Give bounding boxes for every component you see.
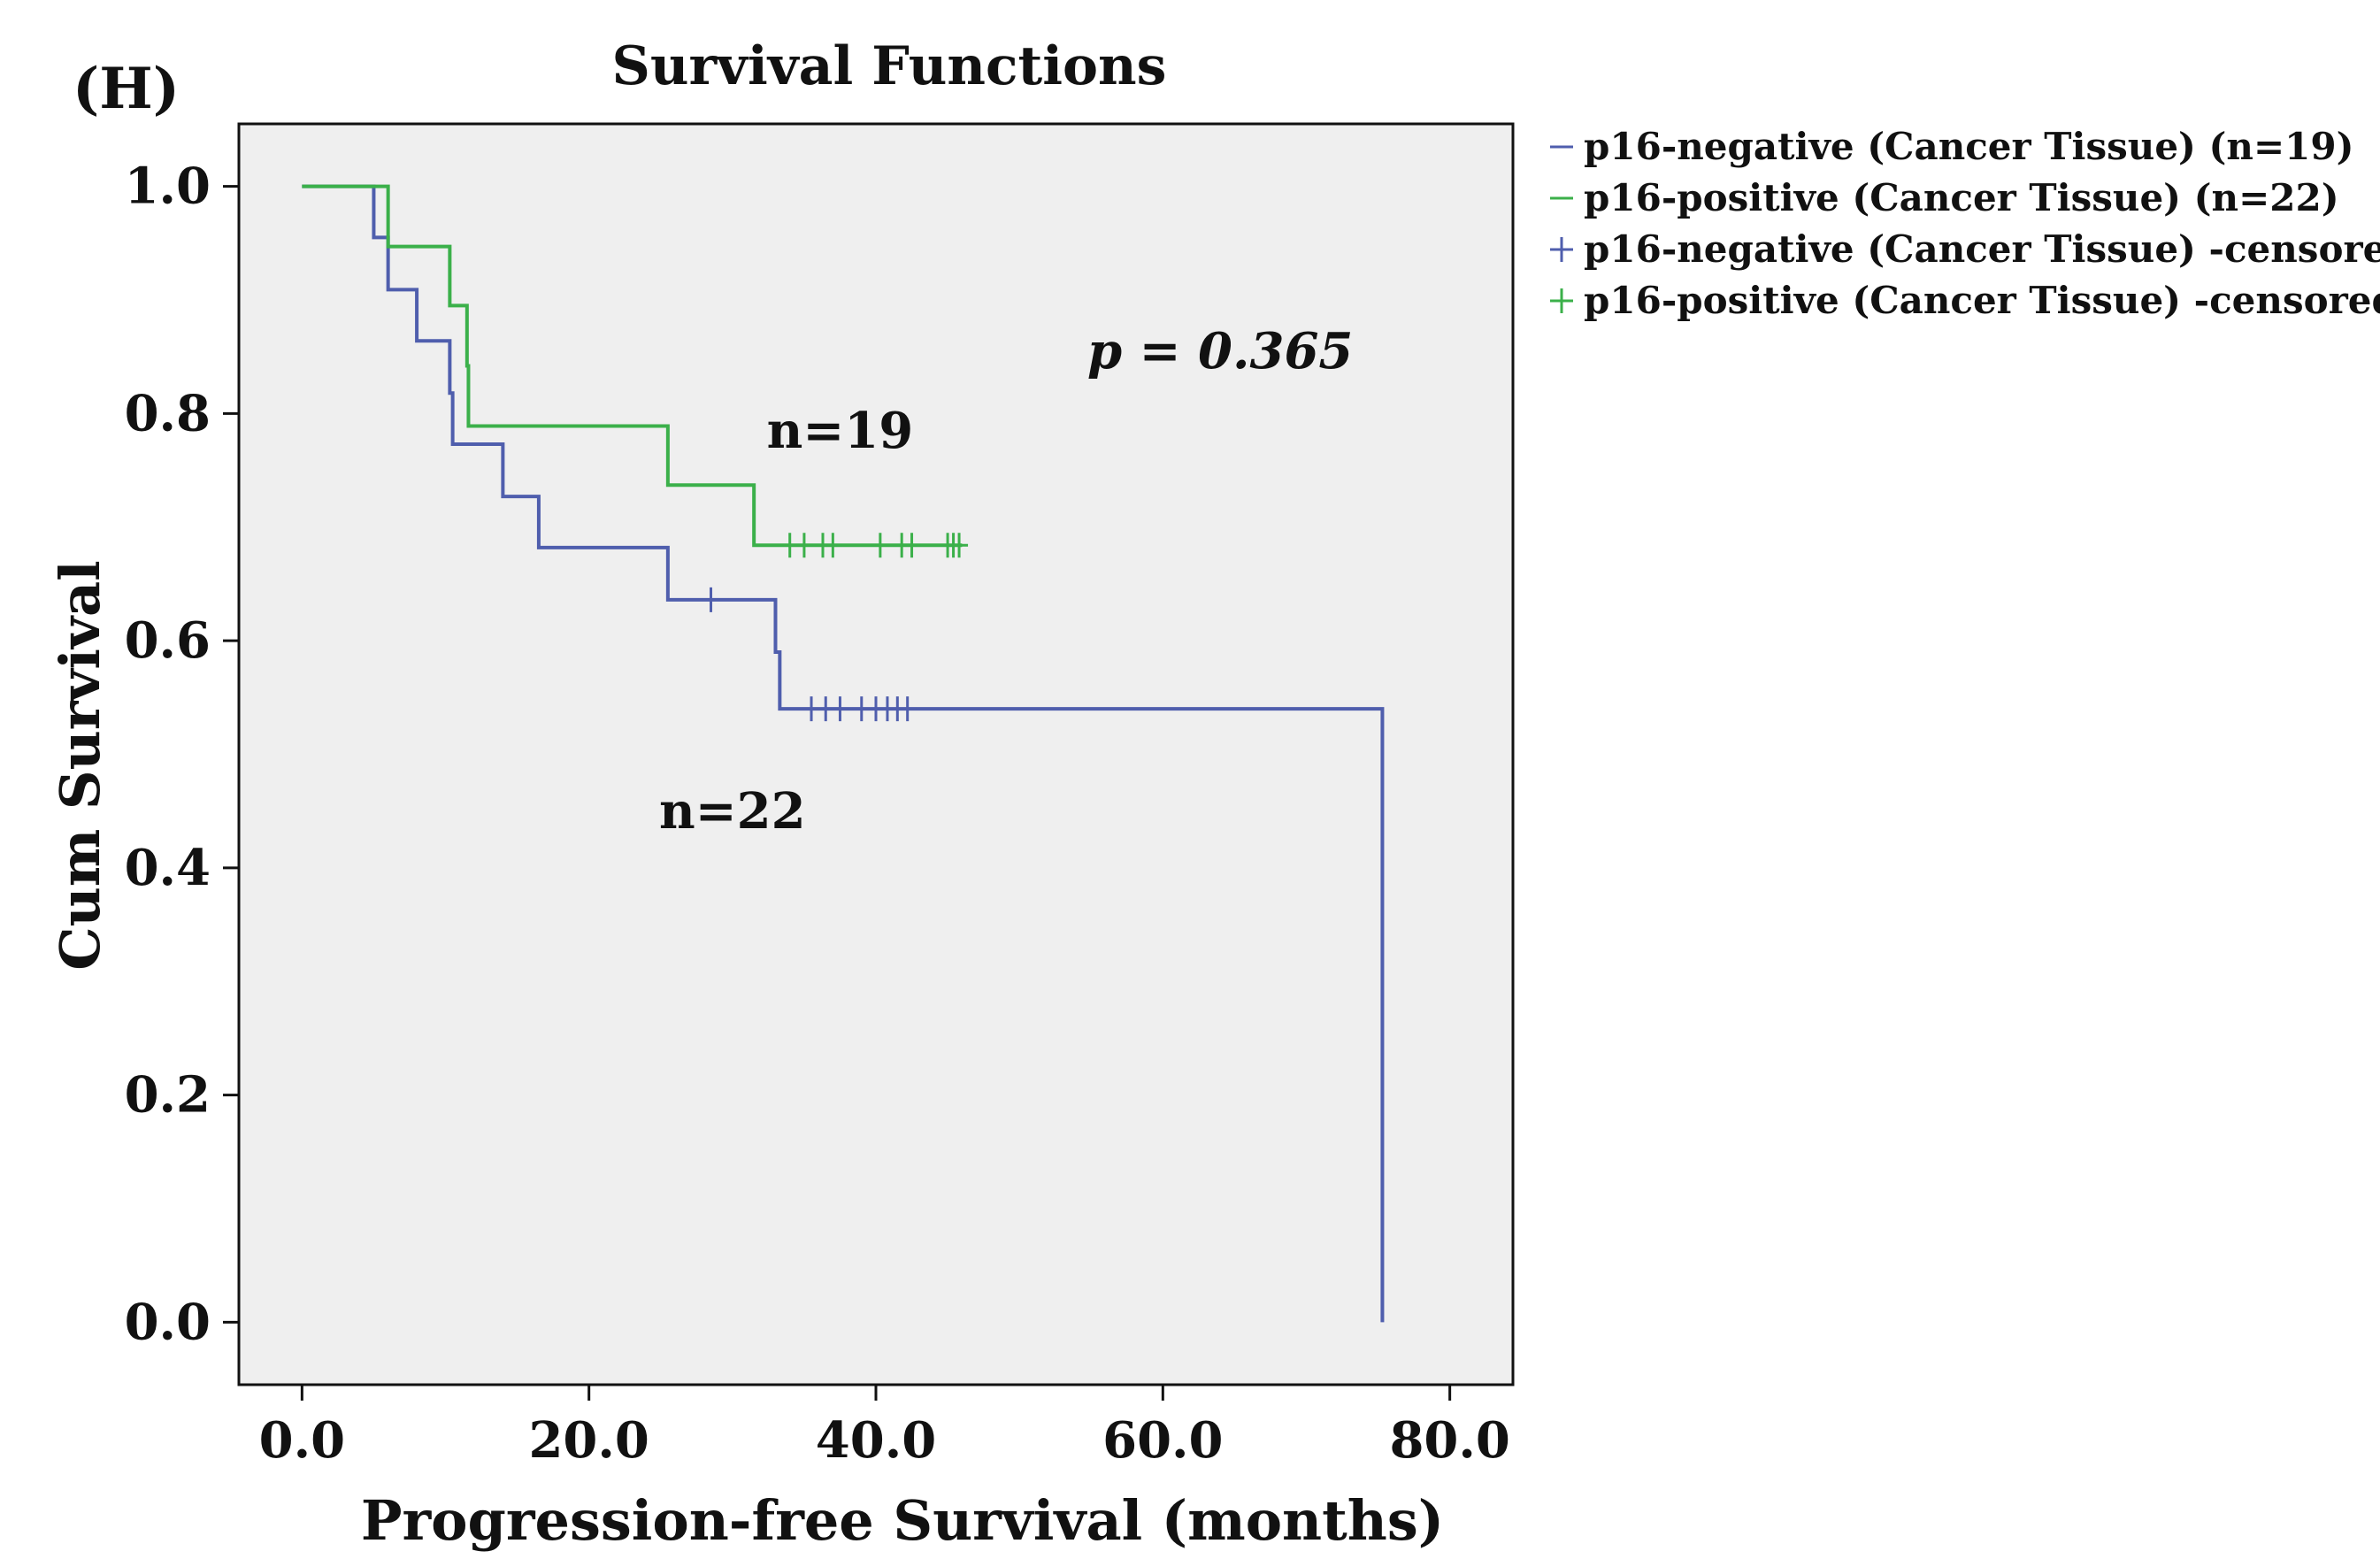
censor-mark	[871, 533, 889, 558]
censor-mark	[795, 533, 813, 558]
x-tick-label: 40.0	[816, 1411, 936, 1470]
annotation-1: n=19	[767, 402, 914, 460]
y-tick-label: 1.0	[125, 157, 211, 216]
x-axis: 0.0 20.0 40.0 60.0 80.0	[259, 1385, 1510, 1470]
y-tick-label: 0.6	[125, 611, 211, 670]
plot-area	[237, 122, 1515, 1386]
annotation-2: n=22	[659, 782, 806, 841]
legend-label: p16-positive (Cancer Tissue) -censored	[1584, 279, 2380, 322]
censor-mark	[902, 533, 921, 558]
y-tick-label: 0.4	[125, 839, 211, 897]
chart-title: Survival Functions	[612, 35, 1167, 97]
annotation-layer: n=19 n=22 p = 0.365	[659, 322, 1353, 841]
y-tick-label: 0.0	[125, 1293, 211, 1351]
series-line-1	[302, 184, 1385, 1323]
y-axis: 0.0 0.2 0.4 0.6 0.8 1.0	[125, 157, 239, 1351]
x-tick-label: 20.0	[528, 1411, 649, 1470]
censor-mark	[824, 533, 842, 558]
censor-mark	[831, 696, 849, 722]
y-tick-label: 0.8	[125, 384, 211, 442]
legend-label: p16-positive (Cancer Tissue) (n=22)	[1584, 176, 2339, 219]
legend-swatch-censor	[1550, 237, 1573, 262]
censor-mark	[950, 533, 969, 558]
legend-label: p16-negative (Cancer Tissue) (n=19)	[1584, 125, 2353, 168]
series-line-2	[302, 184, 963, 548]
legend-swatch-censor	[1550, 288, 1573, 313]
censor-mark	[898, 696, 917, 722]
x-axis-label: Progression-free Survival (months)	[361, 1488, 1444, 1553]
x-tick-label: 80.0	[1389, 1411, 1509, 1470]
series-layer	[302, 184, 1385, 1323]
legend-label: p16-negative (Cancer Tissue) -censored	[1584, 227, 2380, 271]
x-tick-label: 0.0	[259, 1411, 345, 1470]
y-tick-label: 0.2	[125, 1066, 211, 1125]
censor-mark	[702, 587, 720, 612]
y-axis-label: Cum Survival	[48, 560, 112, 970]
annotation-3: p = 0.365	[1087, 322, 1353, 380]
legend: p16-negative (Cancer Tissue) (n=19) p16-p…	[1550, 125, 2380, 322]
panel-label: (H)	[73, 56, 180, 122]
x-tick-label: 60.0	[1102, 1411, 1223, 1470]
